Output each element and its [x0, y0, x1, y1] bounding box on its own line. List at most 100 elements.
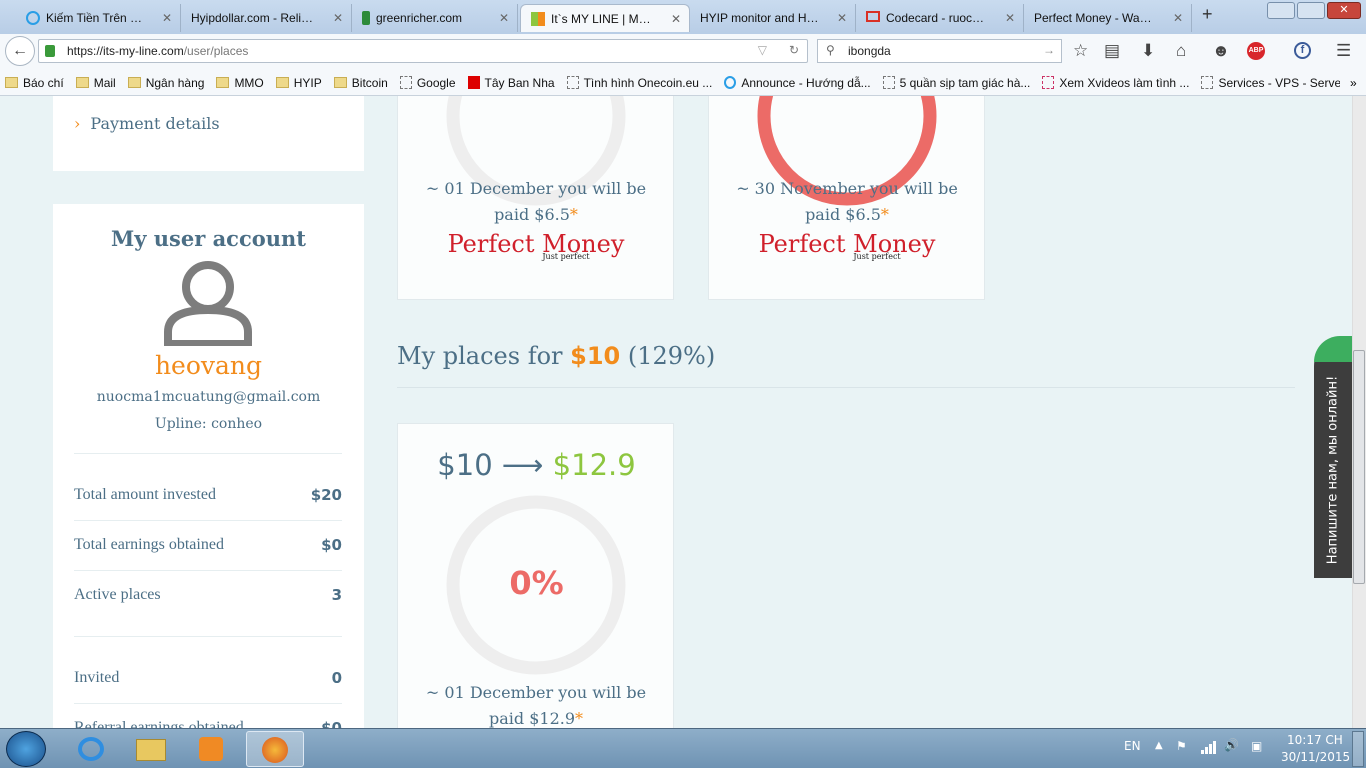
home-icon[interactable]: ⌂ [1176, 41, 1187, 60]
new-tab-button[interactable]: + [1202, 4, 1213, 24]
user-account-card: My user account heovang nuocma1mcuatung@… [53, 204, 364, 728]
media-player-icon[interactable] [182, 731, 240, 767]
close-window-button[interactable]: ✕ [1327, 2, 1361, 19]
dropdown-icon[interactable]: ▽ [757, 43, 767, 57]
progress-ring [446, 495, 626, 675]
bookmark-ngan-hang[interactable]: Ngân hàng [127, 76, 204, 94]
file-explorer-icon[interactable] [122, 731, 180, 767]
payout-text: ~ 01 December you will be paid $6.5* [425, 179, 647, 224]
progress-ring [446, 96, 626, 206]
user-email: nuocma1mcuatung@gmail.com [96, 389, 321, 405]
search-icon: ⚲ [826, 43, 835, 57]
bookmark-star-icon[interactable]: ☆ [1073, 41, 1089, 60]
taskbar: EN ▲ ⚑ 🔊 ▣ 10:17 CH 30/11/2015 [0, 728, 1366, 768]
network-icon[interactable] [1201, 741, 1217, 754]
upline: Upline: conheo [154, 416, 263, 432]
show-hidden-icons[interactable]: ▲ [1155, 740, 1163, 751]
tab-codecard[interactable]: Codecard - ruochu... ✕ [856, 4, 1024, 32]
search-input[interactable]: ⚲ ibongda → [817, 39, 1062, 63]
myline-icon [531, 12, 545, 26]
progress-ring [757, 96, 937, 206]
url-bar[interactable]: https://its-my-line.com/user/places ▽ ↻ [38, 39, 808, 63]
bookmark-5-quan-sip[interactable]: 5 quần sịp tam giác hà... [882, 76, 1030, 94]
page-content: › Payment details My user account heovang… [0, 96, 1352, 728]
download-icon[interactable]: ⬇ [1141, 41, 1156, 60]
language-indicator[interactable]: EN [1124, 739, 1141, 753]
back-button[interactable]: ← [5, 36, 35, 66]
close-tab-icon[interactable]: ✕ [1172, 11, 1183, 25]
close-tab-icon[interactable]: ✕ [332, 11, 343, 25]
stat-total-earnings: $0 Total earnings obtained [74, 536, 342, 554]
power-icon[interactable]: ▣ [1251, 739, 1263, 753]
action-center-icon[interactable]: ⚑ [1176, 739, 1187, 753]
adblock-icon[interactable]: ABP [1247, 42, 1265, 60]
start-button[interactable] [6, 731, 46, 767]
close-tab-icon[interactable]: ✕ [498, 11, 509, 25]
tab-my-line[interactable]: It`s MY LINE | My p... ✕ [520, 4, 690, 32]
divider [74, 570, 342, 571]
tab-bar: Kiếm Tiền Trên Mạ... ✕ Hyipdollar.com - R… [0, 0, 1366, 34]
bookmarks-list: Báo chí Mail Ngân hàng MMO HYIP Bitcoin … [5, 76, 1340, 94]
close-tab-icon[interactable]: ✕ [1004, 11, 1015, 25]
gmail-icon [866, 11, 880, 22]
clipboard-icon[interactable]: ▤ [1104, 41, 1121, 60]
stat-referral-earnings: $0 Referral earnings obtained [74, 719, 342, 728]
close-tab-icon[interactable]: ✕ [670, 12, 681, 26]
divider [74, 453, 342, 454]
bookmark-services-vps[interactable]: Services - VPS - Server ... [1201, 76, 1340, 94]
close-tab-icon[interactable]: ✕ [161, 11, 172, 25]
bookmark-bitcoin[interactable]: Bitcoin [333, 76, 388, 94]
place-amounts: $10 ⟶ $12.9 [437, 448, 636, 482]
tab-hyip-monitor[interactable]: HYIP monitor and HYI... ✕ [690, 4, 856, 32]
payout-text: ~ 30 November you will be paid $6.5* [736, 179, 958, 224]
close-tab-icon[interactable]: ✕ [836, 11, 847, 25]
reload-icon[interactable]: ↻ [788, 43, 799, 57]
tab-perfect-money[interactable]: Perfect Money - Way t... ✕ [1024, 4, 1192, 32]
greenricher-icon [362, 11, 370, 25]
user-avatar-icon [164, 261, 252, 346]
stat-active-places: 3 Active places [74, 586, 342, 604]
user-menu-card: › Payment details [53, 96, 364, 171]
stat-invited: 0 Invited [74, 669, 342, 687]
account-title: My user account [110, 226, 306, 251]
place-card: $10 ⟶ $12.9 0% ~ 01 December you will be… [397, 423, 674, 728]
bookmark-mail[interactable]: Mail [75, 76, 116, 94]
clock-time[interactable]: 10:17 CH [1287, 733, 1343, 747]
divider [74, 703, 342, 704]
tab-kiem-tien[interactable]: Kiếm Tiền Trên Mạ... ✕ [16, 4, 181, 32]
chat-widget-button[interactable]: Напишите нам, мы онлайн! [1314, 336, 1352, 578]
progress-percent: 0% [509, 564, 564, 602]
bookmark-xvideos[interactable]: Xem Xvideos làm tình ... [1042, 76, 1189, 94]
menu-icon[interactable]: ☰ [1336, 41, 1352, 60]
scrollbar-thumb[interactable] [1353, 350, 1365, 584]
facebook-icon[interactable]: f [1294, 42, 1311, 59]
tab-greenricher[interactable]: greenricher.com ✕ [352, 4, 518, 32]
menu-item-payment-details[interactable]: › Payment details [74, 114, 220, 133]
bookmark-google[interactable]: Google [399, 76, 456, 94]
bookmark-onecoin[interactable]: Tình hình Onecoin.eu ... [566, 76, 712, 94]
bookmark-tay-ban-nha[interactable]: Tây Ban Nha [467, 76, 555, 94]
chevron-right-icon: › [74, 114, 81, 133]
tab-hyipdollar[interactable]: Hyipdollar.com - Relia... ✕ [181, 4, 352, 32]
username: heovang [154, 351, 263, 380]
firefox-taskbar-button[interactable] [246, 731, 304, 767]
volume-icon[interactable]: 🔊 [1224, 738, 1239, 752]
restore-button[interactable] [1297, 2, 1325, 19]
bookmark-hyip[interactable]: HYIP [275, 76, 322, 94]
minimize-button[interactable] [1267, 2, 1295, 19]
perfect-money-logo: Perfect Money Just perfect [447, 230, 625, 261]
show-desktop-button[interactable] [1352, 731, 1364, 767]
bookmark-announce[interactable]: Announce - Hướng dẫ... [724, 76, 871, 94]
internet-explorer-icon[interactable] [62, 731, 120, 767]
dollar-icon [26, 11, 40, 25]
go-arrow-icon[interactable]: → [1043, 43, 1055, 57]
smiley-icon[interactable]: ☻ [1212, 41, 1230, 60]
stat-total-invested: $20 Total amount invested [74, 486, 342, 504]
perfect-money-logo: Perfect Money Just perfect [758, 230, 936, 261]
clock-date[interactable]: 30/11/2015 [1281, 750, 1351, 764]
bookmarks-overflow-icon[interactable]: » [1350, 76, 1357, 90]
section-heading: My places for $10 (129%) [397, 342, 716, 370]
bookmark-bao-chi[interactable]: Báo chí [5, 76, 64, 94]
ring-track [446, 495, 626, 675]
bookmark-mmo[interactable]: MMO [216, 76, 264, 94]
